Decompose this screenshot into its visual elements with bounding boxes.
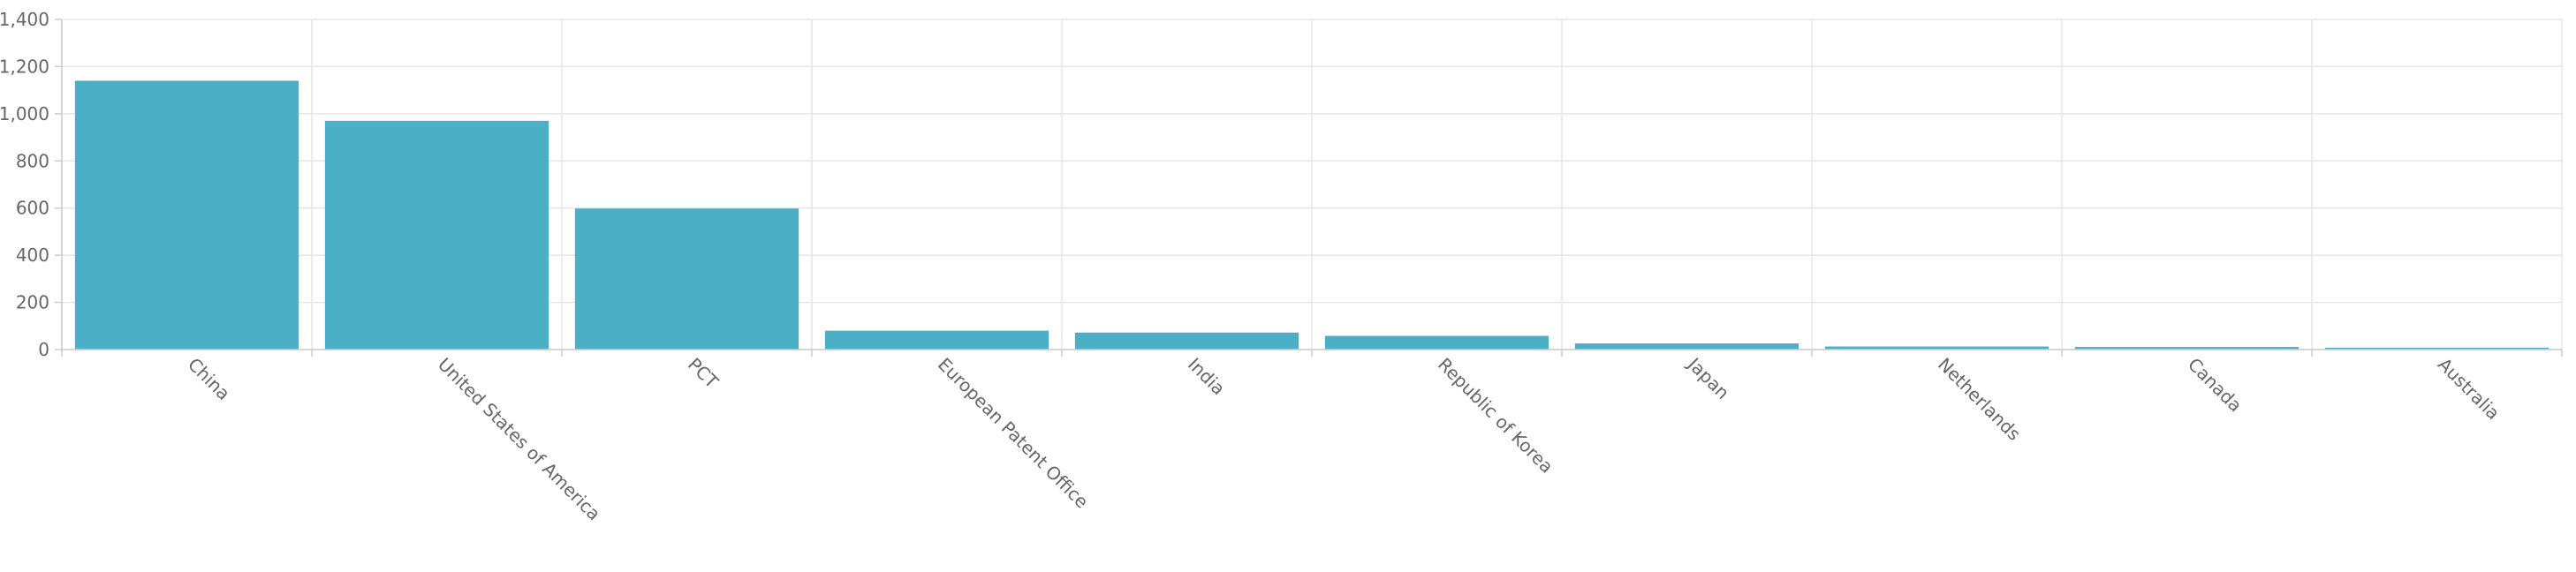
bar-layer <box>74 80 2549 350</box>
y-tick-label: 400 <box>16 245 49 266</box>
bar[interactable] <box>324 120 549 350</box>
x-category-label: Japan <box>1683 352 1734 403</box>
bar[interactable] <box>574 208 799 350</box>
y-tick-label: 1,400 <box>0 9 49 30</box>
bar[interactable] <box>824 330 1049 350</box>
bar[interactable] <box>74 80 299 350</box>
bar[interactable] <box>1824 346 2049 350</box>
x-axis-labels: China United States of America PCT European… <box>184 352 2504 524</box>
bar[interactable] <box>2074 347 2299 350</box>
bar[interactable] <box>2324 347 2549 350</box>
bar[interactable] <box>1324 335 1549 350</box>
axis-layer <box>55 19 2563 357</box>
y-tick-label: 1,200 <box>0 56 49 77</box>
y-tick-label: 1,000 <box>0 103 49 124</box>
x-category-label: Netherlands <box>1934 354 2025 445</box>
x-category-label: Republic of Korea <box>1434 354 1557 478</box>
x-category-label: India <box>1184 354 1230 400</box>
x-category-label: United States of America <box>434 354 605 525</box>
x-category-label: European Patent Office <box>934 354 1093 513</box>
bar[interactable] <box>1574 343 1799 350</box>
x-category-label: Canada <box>2184 354 2246 417</box>
bar[interactable] <box>1074 332 1299 350</box>
y-tick-label: 0 <box>38 339 49 360</box>
y-axis-ticks: 0 200 400 600 800 1,000 1,200 1,400 <box>0 9 49 360</box>
y-tick-label: 600 <box>16 198 49 219</box>
x-category-label: China <box>184 354 234 404</box>
y-tick-label: 800 <box>16 150 49 171</box>
x-category-label: PCT <box>684 354 724 394</box>
x-category-label: Australia <box>2434 354 2504 425</box>
y-tick-label: 200 <box>16 292 49 313</box>
